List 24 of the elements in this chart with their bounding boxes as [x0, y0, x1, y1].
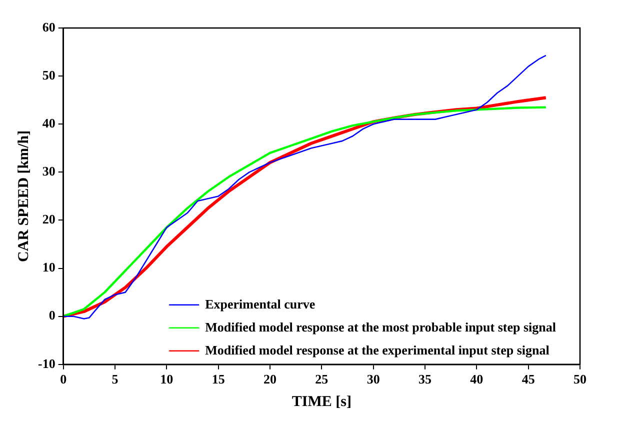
x-tick-label: 30	[366, 372, 380, 387]
x-tick-label: 25	[315, 372, 329, 387]
legend-label: Modified model response at the most probable input step signal	[205, 319, 556, 334]
y-tick-label: 10	[42, 260, 56, 275]
x-tick-label: 40	[470, 372, 484, 387]
x-tick-label: 0	[60, 372, 67, 387]
y-tick-label: 30	[42, 164, 56, 179]
x-tick-label: 45	[522, 372, 536, 387]
x-tick-label: 35	[418, 372, 432, 387]
y-tick-label: -10	[38, 356, 56, 371]
y-tick-label: 20	[42, 212, 56, 227]
x-tick-label: 20	[263, 372, 276, 387]
x-axis-title: TIME [s]	[292, 394, 352, 410]
legend-label: Experimental curve	[205, 296, 316, 312]
legend-label: Modified model response at the experimental input step signal	[205, 342, 550, 358]
y-tick-label: 0	[48, 308, 56, 323]
x-tick-label: 5	[112, 372, 119, 387]
y-tick-label: 60	[42, 19, 56, 34]
x-tick-label: 10	[160, 372, 174, 387]
y-axis-title: CAR SPEED [km/h]	[16, 130, 32, 262]
x-tick-label: 15	[212, 372, 226, 387]
y-tick-label: 50	[42, 67, 56, 82]
x-tick-label: 50	[574, 372, 586, 387]
y-tick-label: 40	[42, 115, 56, 130]
